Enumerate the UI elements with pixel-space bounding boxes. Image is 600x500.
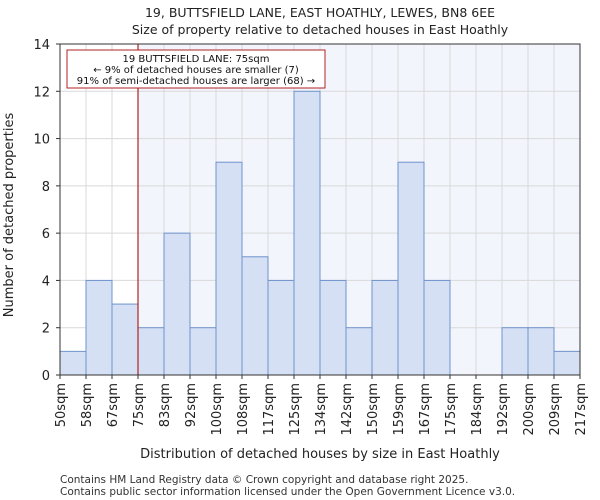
histogram-bar xyxy=(241,256,269,376)
chart-title: 19, BUTTSFIELD LANE, EAST HOATHLY, LEWES… xyxy=(145,5,495,20)
x-tick-label: 125sqm xyxy=(288,383,303,436)
y-tick-label: 12 xyxy=(33,85,50,100)
annotation-line-2: ← 9% of detached houses are smaller (7) xyxy=(93,65,299,76)
x-tick-label: 192sqm xyxy=(496,383,511,436)
bars xyxy=(59,90,581,376)
x-tick-label: 108sqm xyxy=(236,383,251,436)
x-tick-label: 134sqm xyxy=(314,383,329,436)
x-tick-label: 75sqm xyxy=(132,383,147,427)
x-tick-label: 92sqm xyxy=(184,383,199,427)
x-tick-label: 142sqm xyxy=(340,383,355,436)
x-tick-label: 167sqm xyxy=(418,383,433,436)
property-annotation: 19 BUTTSFIELD LANE: 75sqm ← 9% of detach… xyxy=(66,49,326,89)
annotation-line-3: 91% of semi-detached houses are larger (… xyxy=(77,76,315,87)
histogram-bar xyxy=(319,279,347,376)
footer-line-1: Contains HM Land Registry data © Crown c… xyxy=(60,474,468,486)
x-tick-label: 217sqm xyxy=(574,383,589,436)
y-tick-label: 4 xyxy=(42,274,50,289)
histogram-bar xyxy=(423,279,451,376)
histogram-bar xyxy=(501,327,529,376)
histogram-bar xyxy=(59,350,87,376)
y-tick-label: 8 xyxy=(42,180,50,195)
histogram-bar xyxy=(527,327,555,376)
x-axis-ticks: 50sqm 58sqm 67sqm 75sqm 83sqm 92sqm 100sqm 108s… xyxy=(54,375,589,436)
x-tick-label: 175sqm xyxy=(444,383,459,436)
x-axis-label: Distribution of detached houses by size … xyxy=(140,447,500,462)
footer-line-2: Contains public sector information licen… xyxy=(60,486,515,498)
histogram-bar xyxy=(397,161,425,376)
chart-subtitle: Size of property relative to detached ho… xyxy=(132,22,509,37)
x-tick-label: 83sqm xyxy=(158,383,173,427)
histogram-bar xyxy=(189,327,217,376)
histogram-bar xyxy=(137,327,165,376)
annotation-line-1: 19 BUTTSFIELD LANE: 75sqm xyxy=(123,54,270,65)
x-tick-label: 100sqm xyxy=(210,383,225,436)
y-tick-label: 0 xyxy=(42,369,50,384)
histogram-bar xyxy=(85,279,113,376)
highlight-region xyxy=(138,44,580,375)
y-tick-label: 10 xyxy=(33,133,50,148)
y-tick-label: 6 xyxy=(42,227,50,242)
x-tick-label: 67sqm xyxy=(106,383,121,427)
histogram-bar xyxy=(371,279,399,376)
x-tick-label: 184sqm xyxy=(470,383,485,436)
x-tick-label: 58sqm xyxy=(80,383,95,427)
histogram-bar xyxy=(267,279,295,376)
histogram-bar xyxy=(553,350,581,376)
annotation-box xyxy=(66,49,326,89)
histogram-bar xyxy=(111,303,139,376)
y-tick-label: 2 xyxy=(42,322,50,337)
y-axis-label: Number of detached properties xyxy=(2,113,17,318)
histogram-bar xyxy=(163,232,191,376)
histogram-bar xyxy=(345,327,373,376)
x-tick-label: 50sqm xyxy=(54,383,69,427)
histogram-bar xyxy=(215,161,243,376)
x-tick-label: 200sqm xyxy=(522,383,537,436)
x-tick-label: 159sqm xyxy=(392,383,407,436)
y-axis-ticks: 0 2 4 6 8 10 12 14 xyxy=(33,38,60,384)
x-tick-label: 117sqm xyxy=(262,383,277,436)
x-tick-label: 209sqm xyxy=(548,383,563,436)
histogram-bar xyxy=(293,90,321,376)
x-tick-label: 150sqm xyxy=(366,383,381,436)
y-tick-label: 14 xyxy=(33,38,50,53)
